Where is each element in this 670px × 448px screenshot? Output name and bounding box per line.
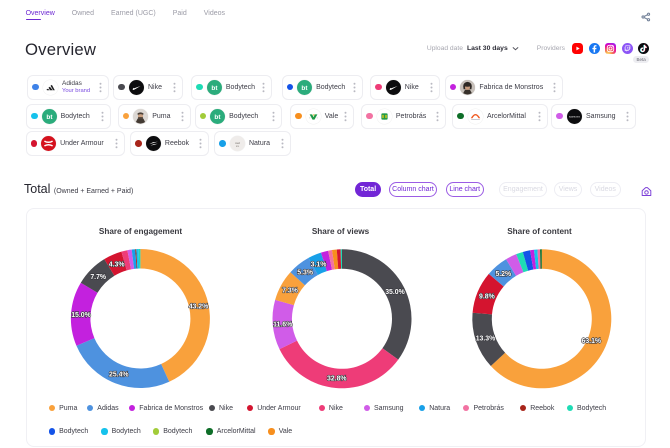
svg-text:35.0%: 35.0% [385,289,405,296]
svg-text:7.3%: 7.3% [282,287,298,294]
svg-text:63.1%: 63.1% [582,338,602,345]
svg-text:3.1%: 3.1% [311,262,327,269]
svg-text:11.6%: 11.6% [273,321,292,328]
svg-text:bt: bt [302,85,309,92]
svg-text:ura: ura [236,145,240,148]
svg-text:25.4%: 25.4% [109,371,129,378]
svg-text:nat: nat [235,141,240,145]
svg-text:5.3%: 5.3% [297,270,313,277]
svg-text:13.3%: 13.3% [476,336,496,343]
svg-text:5.2%: 5.2% [495,271,511,278]
svg-text:bt: bt [211,85,218,92]
svg-text:SAMSUNG: SAMSUNG [569,115,580,118]
svg-text:bt: bt [215,114,222,121]
svg-text:4.3%: 4.3% [109,261,125,268]
svg-text:43.2%: 43.2% [189,303,209,310]
svg-text:7.7%: 7.7% [90,274,106,281]
svg-text:bt: bt [46,114,53,121]
svg-text:32.8%: 32.8% [327,376,347,383]
svg-text:15.0%: 15.0% [71,312,91,319]
svg-text:9.8%: 9.8% [479,293,495,300]
